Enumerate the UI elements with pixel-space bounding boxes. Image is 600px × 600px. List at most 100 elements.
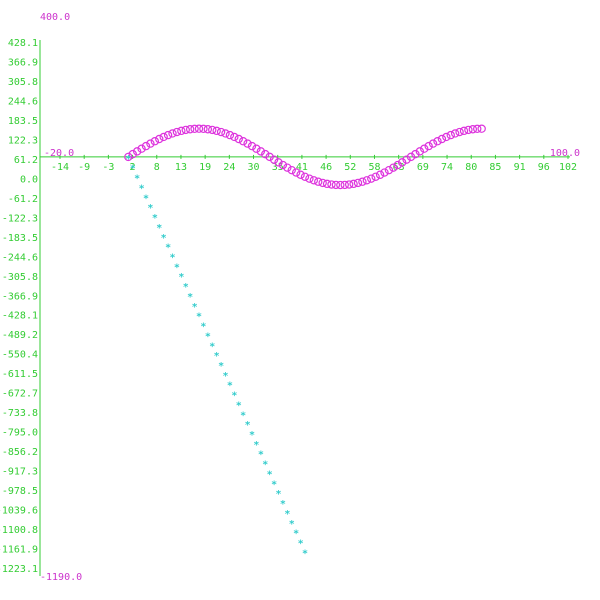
x-tick-label: 41 (296, 162, 308, 173)
data-point (128, 149, 137, 159)
data-point: * (240, 410, 246, 421)
x-max-label: 100.0 (550, 148, 580, 159)
data-point (172, 127, 182, 137)
data-point (163, 130, 173, 140)
data-point (234, 134, 243, 144)
data-point: * (289, 519, 295, 530)
y-min-label: -1190.0 (40, 572, 82, 583)
x-tick-label: 24 (223, 162, 235, 173)
y-tick-label: -856.2 (2, 447, 38, 458)
x-tick-label: 30 (248, 162, 260, 173)
data-point: * (130, 164, 136, 175)
data-point (296, 170, 305, 179)
data-point (203, 125, 213, 134)
x-tick-label: 35 (272, 162, 284, 173)
data-point (256, 147, 266, 156)
data-point (168, 129, 177, 138)
series-sine (124, 124, 486, 190)
data-point (380, 168, 389, 177)
data-point (344, 180, 354, 189)
x-tick-label: 13 (175, 162, 187, 173)
data-point (287, 165, 296, 175)
data-point: * (165, 243, 171, 254)
y-tick-label: -366.9 (2, 291, 38, 302)
data-point (411, 149, 420, 159)
data-point (269, 155, 279, 164)
data-point (212, 126, 221, 136)
x-tick-labels: -14 -9 -3 2 8 13 19 24 30 35 41 46 52 58 63 69 74 80 85 91 9… (51, 154, 577, 173)
data-point (283, 163, 292, 172)
data-point (177, 126, 186, 136)
data-point: * (275, 489, 281, 500)
x-tick-label: 63 (393, 162, 405, 173)
data-point (464, 125, 473, 135)
y-tick-label: -61.2 (8, 194, 38, 205)
data-point (305, 174, 314, 183)
axes (39, 40, 570, 576)
data-point: * (147, 203, 153, 214)
data-point: * (214, 351, 220, 362)
data-point (146, 139, 155, 148)
y-tick-label: 61.2 (14, 155, 38, 166)
data-point: * (258, 450, 264, 461)
data-point (300, 172, 310, 182)
data-point (362, 176, 372, 185)
x-min-label: -20.0 (44, 148, 74, 159)
data-point: * (218, 361, 224, 372)
data-point (375, 170, 385, 179)
data-point (265, 152, 274, 162)
x-tick-label: 19 (199, 162, 211, 173)
data-point (137, 144, 146, 153)
data-point: * (134, 174, 140, 185)
data-point (428, 139, 438, 148)
y-tick-label: -550.4 (2, 350, 38, 361)
data-point (406, 152, 416, 162)
data-point (190, 124, 199, 134)
data-point (155, 134, 164, 144)
data-point (181, 125, 190, 135)
data-point: * (143, 193, 149, 204)
data-point: * (152, 213, 158, 224)
data-point: * (192, 302, 198, 313)
y-tick-label: -122.3 (2, 213, 38, 224)
x-tick-label: 85 (489, 162, 501, 173)
data-point (141, 141, 151, 151)
data-point (278, 160, 288, 170)
data-point: * (205, 331, 211, 342)
data-point: * (187, 292, 193, 303)
data-point: * (178, 272, 184, 283)
y-tick-label: -428.1 (2, 311, 38, 322)
data-point (424, 141, 433, 151)
data-point (433, 137, 442, 146)
data-point (159, 132, 168, 142)
data-point (132, 147, 142, 156)
y-tick-label: -733.8 (2, 408, 38, 419)
x-tick-label: 102 (559, 162, 577, 173)
y-tick-label: -917.3 (2, 467, 38, 478)
data-point (230, 132, 239, 142)
y-tick-label: -183.5 (2, 233, 38, 244)
data-point (468, 125, 478, 134)
x-tick-label: 74 (441, 162, 453, 173)
x-tick-label: 69 (417, 162, 429, 173)
data-point (238, 137, 248, 146)
data-point: * (200, 322, 206, 333)
data-point (194, 124, 204, 133)
data-point (455, 127, 464, 137)
y-tick-label: 122.3 (8, 135, 38, 146)
data-point (274, 158, 283, 167)
data-point: * (262, 460, 268, 471)
y-tick-label: 244.6 (8, 96, 38, 107)
data-point (252, 144, 261, 153)
y-tick-label: -1100.8 (0, 525, 38, 536)
y-tick-label: -489.2 (2, 330, 38, 341)
data-point: * (280, 499, 286, 510)
data-point (314, 177, 323, 186)
data-point (199, 124, 208, 134)
data-point: * (271, 479, 277, 490)
y-tick-label: -1161.9 (0, 545, 38, 556)
x-tick-label: -3 (102, 162, 114, 173)
data-point (340, 180, 349, 190)
data-point (393, 160, 402, 170)
data-point (384, 165, 394, 175)
